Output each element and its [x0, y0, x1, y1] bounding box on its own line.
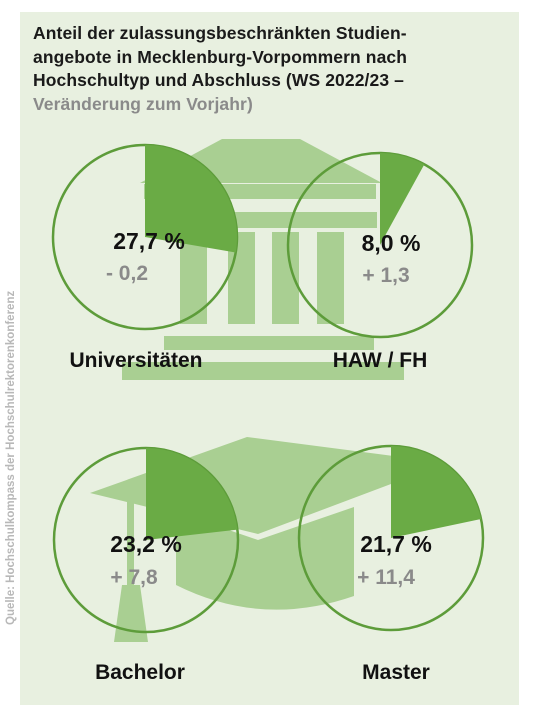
source-note: Quelle: Hochschulkompass der Hochschulre…	[5, 291, 17, 625]
change-label-master: + 11,4	[357, 566, 415, 589]
value-label-haw-fh: 8,0 %	[362, 230, 421, 256]
chart-subtitle: Veränderung zum Vorjahr)	[33, 93, 253, 114]
pie-slice-universitaeten	[145, 145, 238, 253]
category-label-haw-fh: HAW / FH	[333, 349, 428, 372]
change-label-universitaeten: - 0,2	[106, 262, 148, 285]
pie-slice-haw-fh	[380, 153, 425, 245]
title-line-3: Hochschultyp und Abschluss (WS 2022/23 –	[33, 70, 404, 90]
chart-title: Anteil der zulassungsbeschränkten Studie…	[33, 22, 503, 116]
category-label-master: Master	[362, 661, 430, 684]
value-label-universitaeten: 27,7 %	[113, 228, 185, 254]
title-line-1: Anteil der zulassungsbeschränkten Studie…	[33, 23, 407, 43]
value-label-master: 21,7 %	[360, 531, 432, 557]
change-label-haw-fh: + 1,3	[362, 264, 409, 287]
category-label-universitaeten: Universitäten	[69, 349, 202, 372]
category-label-bachelor: Bachelor	[95, 661, 185, 684]
change-label-bachelor: + 7,8	[110, 566, 158, 589]
title-line-2: angebote in Mecklenburg-Vorpommern nach	[33, 46, 408, 67]
value-label-bachelor: 23,2 %	[110, 531, 182, 557]
pie-slice-master	[391, 446, 482, 538]
pie-slice-bachelor	[146, 448, 238, 540]
pie-charts	[51, 143, 485, 634]
